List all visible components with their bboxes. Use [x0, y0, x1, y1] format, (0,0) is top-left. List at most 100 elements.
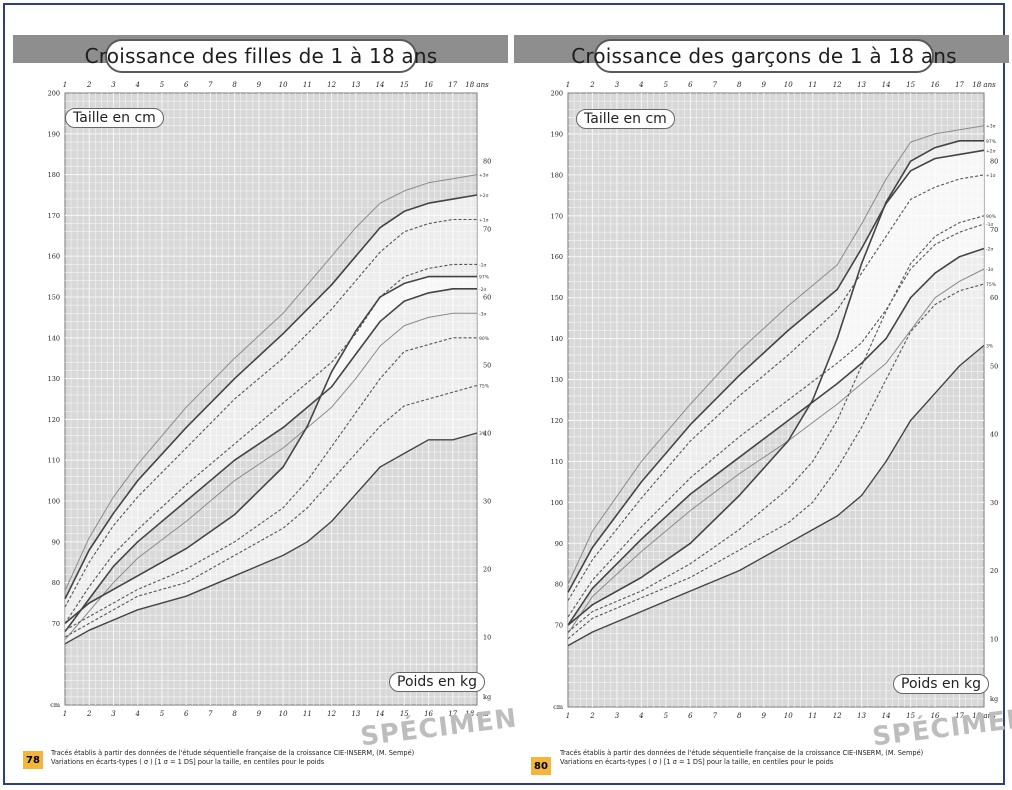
weight-series-label: 75%: [479, 383, 490, 389]
x-tick-label-top: 18 ans: [972, 81, 996, 89]
page-title: Croissance des garçons de 1 à 18 ans: [571, 39, 957, 73]
x-tick-label-top: 13: [351, 81, 360, 89]
weight-series-label: 75%: [986, 282, 997, 288]
height-tick-label: 90: [52, 538, 60, 546]
x-tick-label-top: 11: [303, 81, 312, 89]
weight-series-line: [64, 384, 478, 638]
x-tick-label-bottom: 12: [833, 712, 842, 720]
x-tick-label-top: 11: [808, 81, 817, 89]
x-tick-label-top: 9: [762, 81, 767, 89]
height-unit-label: cm: [553, 703, 563, 711]
x-tick-label-top: 1: [63, 81, 67, 89]
height-tick-label: 180: [551, 171, 563, 179]
x-tick-label-bottom: 18 ans: [465, 710, 489, 718]
girls-page: 1 1 2 2 3 3 4 4 5 5 6 6 7 7 8 8 9 9 10 10 11 11 12 12 13 13 14 14 15…: [5, 5, 519, 787]
x-tick-label-bottom: 2: [589, 712, 595, 720]
height-tick-label: 80: [555, 581, 563, 589]
height-series-label: +2σ: [986, 148, 996, 154]
weight-tick-label: 60: [990, 294, 998, 302]
weight-tick-label: 10: [483, 634, 491, 642]
weight-unit-label: kg: [483, 693, 491, 701]
height-tick-label: 160: [551, 253, 563, 261]
weight-band-fill: [65, 276, 477, 644]
height-axis-label: Taille en cm: [65, 108, 164, 128]
x-tick-label-bottom: 8: [737, 712, 742, 720]
height-series-label: -1σ: [986, 222, 993, 228]
height-series-label: -3σ: [479, 311, 486, 317]
weight-series-line: [567, 283, 985, 640]
height-tick-label: 110: [551, 458, 563, 466]
height-tick-label: 200: [551, 90, 563, 98]
weight-series-label: 90%: [479, 336, 490, 342]
girls-growth-chart: 1122334455667788991010111112121313141415…: [48, 81, 492, 718]
x-tick-label-top: 2: [86, 81, 92, 89]
height-tick-label: 170: [551, 212, 563, 220]
x-tick-label-top: 4: [134, 81, 139, 89]
x-tick-label-top: 7: [208, 81, 213, 89]
x-tick-label-top: 14: [882, 81, 891, 89]
height-tick-label: 200: [48, 90, 60, 98]
height-tick-label: 140: [48, 334, 60, 342]
x-tick-label-bottom: 14: [882, 712, 891, 720]
weight-tick-label: 10: [990, 635, 998, 643]
x-tick-label-top: 3: [615, 81, 620, 89]
height-series-label: +1σ: [479, 217, 489, 223]
x-tick-label-top: 1: [566, 81, 570, 89]
weight-axis-label: Poids en kg: [389, 672, 485, 692]
height-series-line: [567, 125, 985, 585]
height-tick-label: 190: [551, 130, 563, 138]
x-tick-label-top: 16: [424, 81, 433, 89]
x-tick-label-bottom: 3: [615, 712, 620, 720]
boys-page: 1 1 2 2 3 3 4 4 5 5 6 6 7 7 8 8 9 9 10 10 11 11 12 12 13 13 14 14 15…: [514, 5, 1012, 787]
x-tick-label-bottom: 6: [184, 710, 189, 718]
height-tick-label: 90: [555, 540, 563, 548]
weight-tick-label: 50: [990, 362, 998, 370]
weight-tick-label: 30: [483, 498, 491, 506]
height-series-label: +1σ: [986, 173, 996, 179]
weight-series-label: 3%: [479, 431, 487, 437]
x-tick-label-bottom: 1: [566, 712, 570, 720]
x-tick-label-top: 8: [232, 81, 237, 89]
height-tick-label: 150: [551, 294, 563, 302]
weight-tick-label: 70: [990, 226, 998, 234]
x-tick-label-bottom: 8: [232, 710, 237, 718]
weight-series-label: 3%: [986, 343, 994, 349]
weight-tick-label: 50: [483, 362, 491, 370]
weight-tick-label: 70: [483, 226, 491, 234]
page-number-badge: 78: [23, 751, 43, 769]
weight-series-line: [567, 215, 985, 633]
height-tick-label: 70: [52, 620, 60, 628]
height-tick-label: 190: [48, 130, 60, 138]
weight-series-line: [567, 344, 985, 647]
x-tick-label-top: 9: [257, 81, 262, 89]
x-tick-label-bottom: 11: [808, 712, 817, 720]
x-tick-label-top: 12: [327, 81, 336, 89]
x-tick-label-bottom: 18 ans: [972, 712, 996, 720]
height-series-line: [64, 288, 477, 633]
weight-tick-label: 40: [990, 431, 998, 439]
height-series-line: [567, 149, 985, 593]
weight-series-label: 90%: [986, 214, 997, 220]
x-tick-label-top: 17: [448, 81, 457, 89]
weight-axis-label: Poids en kg: [893, 674, 989, 694]
height-series-label: -1σ: [479, 262, 486, 268]
height-series-line: [567, 174, 985, 601]
x-tick-label-bottom: 13: [857, 712, 866, 720]
x-tick-label-top: 10: [784, 81, 793, 89]
footer-source-text: Tracés établis à partir des données de l…: [560, 749, 924, 757]
x-tick-label-top: 8: [737, 81, 742, 89]
x-tick-label-top: 5: [160, 81, 165, 89]
x-tick-label-bottom: 9: [762, 712, 767, 720]
x-tick-label-top: 12: [833, 81, 842, 89]
x-tick-label-top: 18 ans: [465, 81, 489, 89]
x-tick-label-bottom: 17: [955, 712, 964, 720]
x-tick-label-top: 6: [184, 81, 189, 89]
height-series-label: -2σ: [986, 247, 993, 253]
height-tick-label: 130: [48, 375, 60, 383]
height-tick-label: 180: [48, 171, 60, 179]
x-tick-label-top: 15: [400, 81, 409, 89]
x-tick-label-bottom: 7: [713, 712, 718, 720]
x-tick-label-top: 16: [931, 81, 940, 89]
x-tick-label-bottom: 4: [134, 710, 139, 718]
height-series-line: [64, 174, 478, 592]
